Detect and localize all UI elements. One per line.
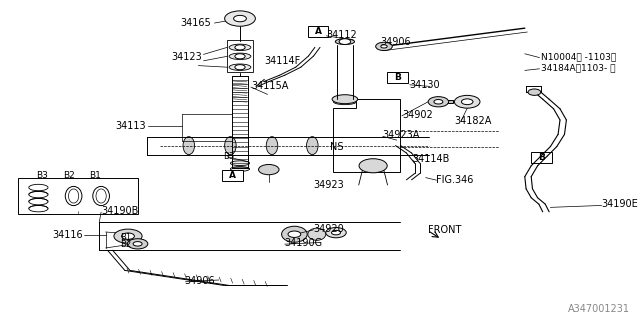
Circle shape	[434, 100, 443, 104]
Ellipse shape	[333, 99, 356, 105]
Ellipse shape	[225, 137, 236, 155]
Circle shape	[454, 95, 480, 108]
Text: B2: B2	[63, 172, 75, 180]
Ellipse shape	[229, 44, 251, 51]
Ellipse shape	[29, 191, 48, 198]
Polygon shape	[333, 99, 400, 172]
Ellipse shape	[266, 137, 278, 155]
Text: 34113: 34113	[115, 121, 146, 132]
Ellipse shape	[229, 64, 251, 70]
Ellipse shape	[307, 137, 318, 155]
Text: 34184A（1103- ）: 34184A（1103- ）	[541, 64, 615, 73]
Text: 34190G: 34190G	[285, 238, 323, 248]
Text: 34130: 34130	[410, 80, 440, 90]
Circle shape	[259, 164, 279, 175]
Text: B3: B3	[36, 172, 47, 180]
Text: FIG.346: FIG.346	[436, 175, 474, 185]
Text: 34165: 34165	[180, 18, 211, 28]
Circle shape	[225, 11, 255, 26]
Bar	[308, 26, 328, 37]
Circle shape	[114, 229, 142, 243]
Text: 34116: 34116	[52, 230, 83, 240]
Ellipse shape	[282, 226, 307, 242]
Circle shape	[235, 45, 245, 50]
Circle shape	[376, 42, 392, 51]
Ellipse shape	[29, 198, 48, 205]
Ellipse shape	[96, 189, 106, 203]
Circle shape	[234, 15, 246, 22]
Text: A347001231: A347001231	[568, 304, 630, 314]
Ellipse shape	[68, 189, 79, 203]
Circle shape	[288, 231, 301, 237]
Text: 34182A: 34182A	[454, 116, 492, 126]
Text: 34115A: 34115A	[251, 81, 288, 91]
Bar	[222, 170, 243, 181]
Text: 34114B: 34114B	[413, 154, 450, 164]
Text: B2: B2	[120, 240, 131, 249]
Text: NS: NS	[330, 142, 344, 152]
Circle shape	[133, 242, 142, 246]
Bar	[531, 152, 552, 163]
Ellipse shape	[332, 95, 358, 104]
Text: 34123: 34123	[172, 52, 202, 62]
Text: 34190E: 34190E	[602, 199, 638, 209]
Text: 34906: 34906	[381, 36, 412, 47]
Circle shape	[332, 230, 340, 235]
Circle shape	[235, 65, 245, 70]
Text: 34114F: 34114F	[264, 56, 301, 66]
Circle shape	[461, 99, 473, 105]
Ellipse shape	[93, 186, 109, 206]
Text: B1: B1	[89, 172, 100, 180]
Text: 34190B: 34190B	[101, 206, 138, 216]
Circle shape	[381, 45, 387, 48]
Bar	[387, 72, 408, 84]
Ellipse shape	[229, 53, 251, 60]
Circle shape	[528, 89, 541, 95]
Circle shape	[235, 54, 245, 59]
Text: 34923A: 34923A	[383, 130, 420, 140]
Circle shape	[326, 228, 346, 238]
Text: FRONT: FRONT	[428, 225, 461, 235]
Ellipse shape	[29, 184, 48, 191]
Text: 34112: 34112	[326, 29, 357, 40]
Bar	[447, 100, 453, 103]
Ellipse shape	[29, 205, 48, 212]
Ellipse shape	[308, 228, 326, 240]
Ellipse shape	[230, 161, 250, 166]
Text: B: B	[538, 153, 545, 162]
Text: 34902: 34902	[402, 110, 433, 120]
Text: B: B	[394, 73, 401, 82]
Circle shape	[127, 239, 148, 249]
Text: 34923: 34923	[314, 180, 344, 190]
Bar	[227, 40, 253, 72]
Text: B1: B1	[120, 233, 131, 242]
Circle shape	[359, 159, 387, 173]
Circle shape	[122, 233, 134, 239]
Text: A: A	[229, 171, 236, 180]
Text: B3: B3	[223, 152, 234, 161]
Text: A: A	[315, 27, 321, 36]
Ellipse shape	[230, 166, 250, 172]
Text: 34920: 34920	[314, 224, 344, 234]
Ellipse shape	[183, 137, 195, 155]
Circle shape	[428, 97, 449, 107]
Text: 34906: 34906	[184, 276, 215, 286]
Ellipse shape	[65, 186, 82, 206]
Ellipse shape	[335, 39, 355, 44]
Text: N10004（ -1103）: N10004（ -1103）	[541, 52, 616, 61]
Circle shape	[339, 39, 351, 44]
Bar	[18, 178, 138, 214]
